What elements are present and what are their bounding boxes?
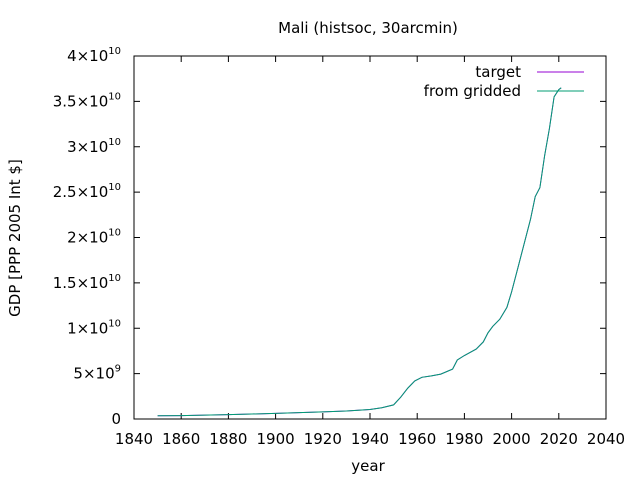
y-tick-label: 1×1010 <box>67 318 121 337</box>
y-axis-label: GDP [PPP 2005 Int $] <box>6 159 24 317</box>
x-tick-label: 2040 <box>587 430 625 448</box>
x-tick-label: 1860 <box>162 430 200 448</box>
series-line <box>157 87 562 417</box>
y-tick-label: 2×1010 <box>67 228 121 247</box>
y-tick-label: 5×109 <box>73 364 121 383</box>
legend-label: from gridded <box>424 82 521 100</box>
y-axis: 0 5×109 1×1010 1.5×1010 2×1010 2.5×1010 3×1010… <box>53 46 606 428</box>
x-tick-label: 2000 <box>493 430 531 448</box>
y-tick-label: 3.5×1010 <box>53 91 121 110</box>
x-tick-label: 1960 <box>398 430 436 448</box>
x-axis-label: year <box>351 457 385 475</box>
series-line <box>157 87 562 417</box>
x-tick-label: 2020 <box>540 430 578 448</box>
series-layer <box>157 87 562 417</box>
x-tick-label: 1980 <box>445 430 483 448</box>
y-tick-label: 1.5×1010 <box>53 273 121 292</box>
x-tick-label: 1880 <box>209 430 247 448</box>
x-tick-label: 1920 <box>304 430 342 448</box>
x-tick-label: 1940 <box>351 430 389 448</box>
legend-label: target <box>475 63 521 81</box>
y-tick-label: 0 <box>111 410 121 428</box>
x-tick-label: 1900 <box>257 430 295 448</box>
y-tick-label: 4×1010 <box>67 46 121 65</box>
x-axis: 1840 1860 1880 1900 1920 1940 1960 1980 2000 2020… <box>115 56 625 448</box>
plot-frame <box>133 55 607 420</box>
x-tick-label: 1840 <box>115 430 153 448</box>
y-tick-label: 3×1010 <box>67 137 121 156</box>
chart-title: Mali (histsoc, 30arcmin) <box>278 19 458 37</box>
y-tick-label: 2.5×1010 <box>53 182 121 201</box>
